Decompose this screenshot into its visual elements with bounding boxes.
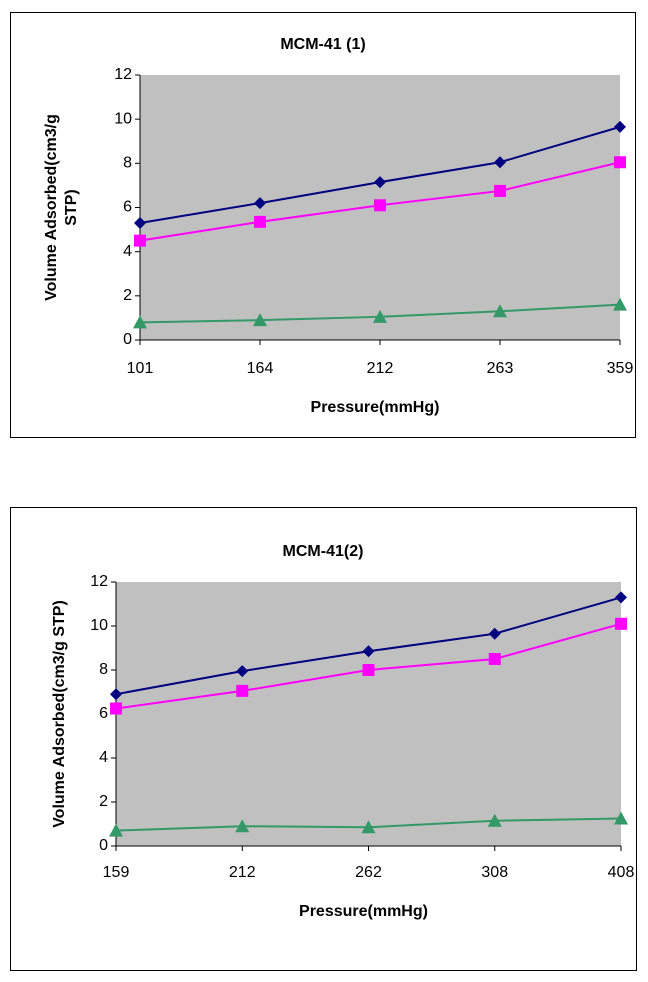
x-tick-label: 212 xyxy=(367,360,394,377)
point xyxy=(236,684,249,697)
point xyxy=(254,215,266,228)
point xyxy=(494,184,506,197)
y-tick-label: 6 xyxy=(123,199,132,216)
point xyxy=(361,820,376,834)
plot-area xyxy=(116,582,621,846)
x-tick-label: 164 xyxy=(247,360,274,377)
point xyxy=(362,645,375,658)
y-tick-label: 12 xyxy=(90,573,108,590)
x-tick-label: 262 xyxy=(355,864,382,881)
point xyxy=(613,297,627,311)
point xyxy=(109,823,123,837)
point xyxy=(488,653,501,665)
x-tick-label: 101 xyxy=(127,360,154,377)
point xyxy=(614,120,626,133)
point xyxy=(110,688,122,701)
point xyxy=(236,665,249,678)
y-tick-label: 12 xyxy=(114,66,132,83)
point xyxy=(235,819,250,833)
point xyxy=(493,304,507,318)
point xyxy=(133,315,147,329)
point xyxy=(110,702,122,715)
x-tick-label: 408 xyxy=(608,864,635,881)
y-tick-label: 4 xyxy=(123,243,132,260)
point xyxy=(614,156,626,169)
y-tick-label: 2 xyxy=(123,287,132,304)
point xyxy=(374,199,386,212)
y-axis-title: Volume Adsorbed(cm3/g xyxy=(43,114,60,301)
x-tick-label: 263 xyxy=(487,360,514,377)
point xyxy=(253,313,267,327)
point xyxy=(374,176,386,189)
point xyxy=(487,813,502,827)
y-tick-label: 8 xyxy=(123,155,132,172)
point xyxy=(494,156,506,169)
x-axis-title: Pressure(mmHg) xyxy=(311,399,440,416)
point xyxy=(134,234,146,247)
y-tick-label: 8 xyxy=(99,661,108,678)
x-tick-label: 159 xyxy=(103,864,130,881)
chart-title: MCM-41 (1) xyxy=(280,36,365,53)
y-tick-label: 0 xyxy=(99,837,108,854)
y-axis-title: Volume Adsorbed(cm3/g STP) xyxy=(51,600,68,828)
point xyxy=(615,617,627,630)
point xyxy=(362,664,375,676)
x-tick-label: 308 xyxy=(481,864,508,881)
point xyxy=(134,216,146,229)
y-tick-label: 10 xyxy=(114,110,132,127)
point xyxy=(488,627,501,640)
point xyxy=(614,811,628,825)
chart-title: MCM-41(2) xyxy=(283,543,364,560)
x-tick-label: 212 xyxy=(229,864,256,881)
point xyxy=(373,309,387,323)
x-axis-title: Pressure(mmHg) xyxy=(299,903,428,920)
y-tick-label: 10 xyxy=(90,617,108,634)
y-tick-label: 2 xyxy=(99,793,108,810)
y-tick-label: 0 xyxy=(123,331,132,348)
y-tick-label: 4 xyxy=(99,749,108,766)
x-tick-label: 359 xyxy=(607,360,634,377)
point xyxy=(615,591,627,604)
y-axis-title: STP) xyxy=(63,189,80,225)
point xyxy=(254,197,266,210)
y-tick-label: 6 xyxy=(99,705,108,722)
